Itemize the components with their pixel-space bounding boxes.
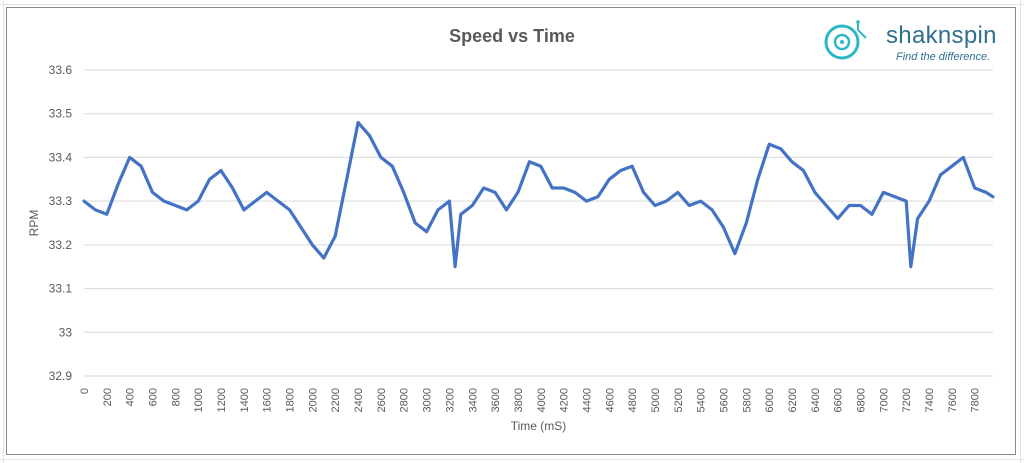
- chart-title: Speed vs Time: [449, 26, 575, 46]
- x-tick-label: 2000: [307, 388, 319, 412]
- x-tick-label: 200: [102, 388, 114, 406]
- x-axis-label: Time (mS): [511, 419, 567, 433]
- x-tick-label: 1400: [239, 388, 251, 412]
- x-tick-label: 7200: [901, 388, 913, 412]
- x-tick-label: 800: [170, 388, 182, 406]
- x-tick-label: 3200: [444, 388, 456, 412]
- x-tick-label: 7800: [970, 388, 982, 412]
- y-tick-label: 33.4: [49, 150, 73, 164]
- x-tick-label: 4800: [627, 388, 639, 412]
- x-tick-label: 6800: [856, 388, 868, 412]
- y-tick-label: 33.6: [49, 63, 73, 77]
- x-tick-label: 7000: [878, 388, 890, 412]
- x-tick-label: 6400: [810, 388, 822, 412]
- y-tick-label: 32.9: [49, 369, 73, 383]
- x-tick-label: 7600: [947, 388, 959, 412]
- x-tick-label: 1800: [285, 388, 297, 412]
- y-tick-label: 33.5: [49, 107, 73, 121]
- x-tick-label: 5200: [673, 388, 685, 412]
- x-tick-label: 6200: [787, 388, 799, 412]
- turntable-icon: [824, 20, 867, 60]
- x-tick-label: 5000: [650, 388, 662, 412]
- logo-tagline: Find the difference.: [896, 51, 991, 63]
- x-tick-label: 2400: [353, 388, 365, 412]
- logo: [824, 20, 867, 60]
- x-tick-label: 5800: [741, 388, 753, 412]
- x-tick-label: 1200: [216, 388, 228, 412]
- x-tick-label: 3800: [513, 388, 525, 412]
- x-tick-label: 4000: [536, 388, 548, 412]
- y-tick-label: 33: [59, 325, 73, 339]
- x-tick-label: 3000: [422, 388, 434, 412]
- chart-area[interactable]: [6, 7, 1016, 455]
- x-tick-label: 4400: [581, 388, 593, 412]
- x-tick-label: 2200: [330, 388, 342, 412]
- series-line: [82, 120, 995, 269]
- x-tick-label: 2600: [376, 388, 388, 412]
- logo-wordmark: shaknspin: [886, 22, 997, 49]
- x-tick-label: 3600: [490, 388, 502, 412]
- x-tick-label: 5600: [718, 388, 730, 412]
- x-tick-label: 5400: [696, 388, 708, 412]
- x-tick-label: 600: [148, 388, 160, 406]
- x-tick-label: 4600: [604, 388, 616, 412]
- x-tick-label: 4200: [559, 388, 571, 412]
- y-tick-label: 33.3: [49, 194, 73, 208]
- x-tick-label: 1000: [193, 388, 205, 412]
- x-tick-label: 400: [125, 388, 137, 406]
- x-tick-label: 1600: [262, 388, 274, 412]
- y-axis-label: RPM: [27, 210, 41, 237]
- x-tick-label: 2800: [399, 388, 411, 412]
- y-tick-label: 33.2: [49, 238, 73, 252]
- x-tick-label: 7400: [924, 388, 936, 412]
- x-tick-label: 6000: [764, 388, 776, 412]
- x-tick-label: 3400: [467, 388, 479, 412]
- x-tick-label: 6600: [833, 388, 845, 412]
- x-tick-label: 0: [79, 388, 91, 394]
- y-tick-label: 33.1: [49, 282, 73, 296]
